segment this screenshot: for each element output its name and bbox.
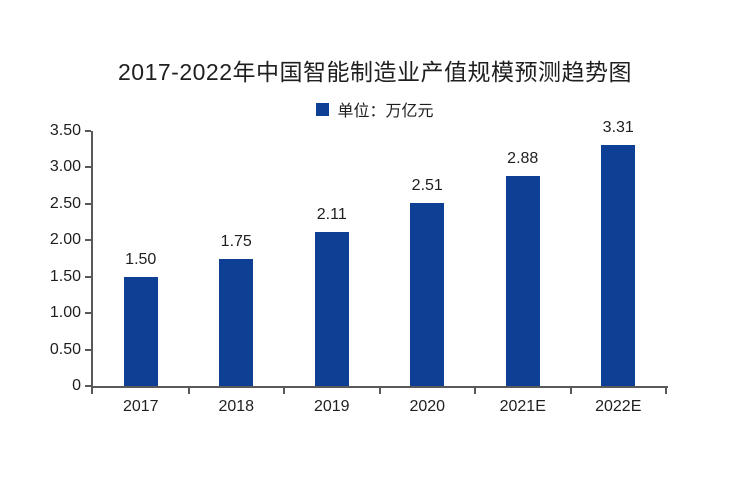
y-axis-tick [85, 166, 91, 169]
x-axis-tick [474, 388, 476, 394]
bar [123, 276, 158, 386]
bar-value-label: 1.75 [220, 232, 252, 250]
y-axis-label: 3.50 [49, 122, 81, 139]
bar [410, 203, 445, 386]
y-axis-tick [85, 202, 91, 205]
bar-value-label: 3.31 [602, 118, 634, 136]
y-axis-label: 0 [72, 377, 81, 394]
y-axis-tick [85, 239, 91, 242]
x-axis-label: 2017 [122, 398, 159, 415]
x-axis-tick [665, 388, 667, 394]
bar-value-label: 2.88 [507, 150, 539, 168]
chart-title: 2017-2022年中国智能制造业产值规模预测趋势图 [118, 59, 632, 85]
bar [505, 176, 540, 386]
y-axis-label: 3.00 [49, 158, 81, 176]
y-axis-tick [85, 348, 91, 351]
x-axis-tick [378, 388, 381, 394]
y-axis-label: 1.50 [49, 267, 81, 285]
y-axis-tick [85, 275, 91, 278]
legend: 单位：万亿元 [0, 97, 750, 121]
legend-marker-icon [316, 102, 330, 116]
x-axis-label: 2020 [409, 398, 446, 415]
x-axis-tick [283, 388, 285, 394]
bar-value-label: 2.11 [316, 206, 347, 224]
x-axis-label: 2019 [313, 398, 350, 415]
y-axis-label: 2.00 [49, 231, 81, 249]
y-axis-tick [85, 130, 91, 132]
x-axis-label: 2022E [595, 398, 642, 415]
x-axis-line [91, 386, 668, 388]
legend-label: 单位：万亿元 [337, 103, 434, 120]
bar-value-label: 2.51 [411, 177, 443, 195]
y-axis-line [91, 131, 93, 394]
bar [219, 258, 254, 386]
y-axis-label: 1.00 [49, 304, 81, 322]
x-axis-label: 2021E [499, 398, 546, 415]
y-axis-label: 2.50 [49, 194, 81, 212]
x-axis-tick [187, 388, 190, 394]
bar [314, 232, 349, 386]
x-axis-label: 2018 [218, 398, 255, 415]
y-axis-tick [85, 312, 91, 315]
bar [601, 144, 636, 386]
plot-area: 0 0.50 1.00 1.50 2.00 2.50 3.00 3.50 1.50 2017 1.7… [50, 119, 668, 415]
x-axis-tick [569, 388, 572, 394]
y-axis-label: 0.50 [49, 340, 81, 358]
bar-value-label: 1.50 [125, 250, 157, 268]
y-axis-tick [85, 385, 91, 387]
